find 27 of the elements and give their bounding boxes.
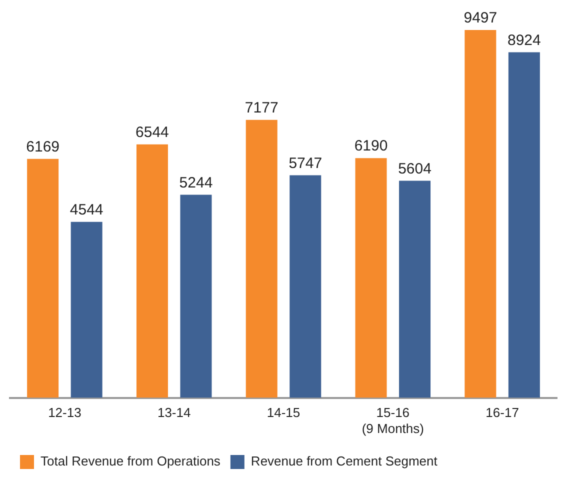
data-label: 9497 xyxy=(464,10,498,27)
data-label: 8924 xyxy=(507,32,541,49)
bar xyxy=(464,30,496,398)
bar xyxy=(246,120,278,398)
bar xyxy=(70,222,102,398)
bar xyxy=(290,175,322,398)
x-tick-label: 15-16 (9 Months) xyxy=(362,405,424,436)
data-label: 5747 xyxy=(288,154,322,172)
bar xyxy=(27,158,59,398)
data-label: 4544 xyxy=(70,201,104,218)
legend-label: Total Revenue from Operations xyxy=(40,454,221,469)
bar xyxy=(355,158,387,398)
x-tick-label: 12-13 xyxy=(48,405,82,420)
x-tick-label: 13-14 xyxy=(157,405,191,420)
data-label: 5244 xyxy=(179,174,213,192)
bar xyxy=(180,194,212,398)
data-label: 6544 xyxy=(136,124,169,142)
data-label: 5604 xyxy=(398,160,432,178)
legend-label: Revenue from Cement Segment xyxy=(250,454,438,469)
x-tick-label: 16-17 xyxy=(486,405,519,420)
bar xyxy=(399,180,431,398)
bar xyxy=(508,52,540,398)
data-label: 6169 xyxy=(26,138,60,156)
data-label: 6190 xyxy=(354,138,388,155)
data-label: 7177 xyxy=(244,99,278,116)
x-tick-label: 14-15 xyxy=(266,405,300,420)
bar xyxy=(136,144,168,398)
